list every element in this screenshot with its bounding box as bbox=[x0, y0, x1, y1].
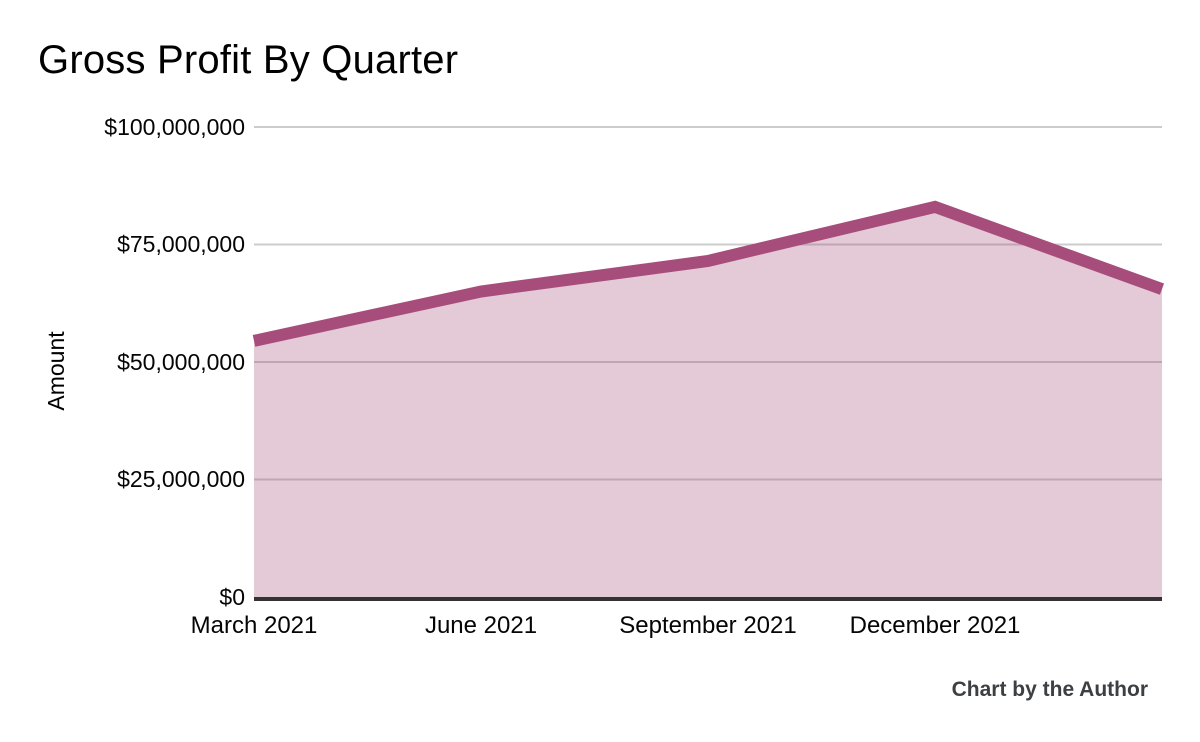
y-tick-100m: $100,000,000 bbox=[104, 114, 245, 140]
x-tick-march-2021: March 2021 bbox=[190, 612, 318, 639]
y-tick-0: $0 bbox=[219, 584, 245, 610]
area-series-fill bbox=[254, 206, 1162, 597]
y-tick-25m: $25,000,000 bbox=[117, 466, 245, 492]
area-chart-plot bbox=[252, 126, 1165, 601]
x-tick-december-2021: December 2021 bbox=[849, 612, 1021, 639]
y-tick-50m: $50,000,000 bbox=[117, 349, 245, 375]
gridlines bbox=[254, 126, 1162, 481]
chart-credit: Chart by the Author bbox=[951, 678, 1148, 701]
y-tick-75m: $75,000,000 bbox=[117, 231, 245, 257]
line-series bbox=[252, 200, 1165, 347]
x-tick-june-2021: June 2021 bbox=[424, 612, 538, 639]
x-tick-september-2021: September 2021 bbox=[619, 612, 797, 639]
chart-title: Gross Profit By Quarter bbox=[38, 38, 459, 82]
